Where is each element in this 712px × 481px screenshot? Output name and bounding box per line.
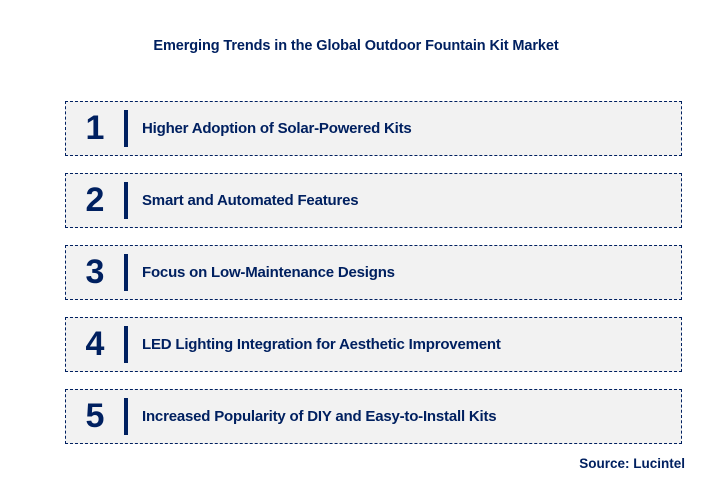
trend-label: Smart and Automated Features [142,192,359,209]
vertical-divider-bar [124,326,128,363]
trend-label: Increased Popularity of DIY and Easy-to-… [142,408,497,425]
trend-number: 3 [85,252,105,291]
vertical-divider-bar [124,254,128,291]
page-title: Emerging Trends in the Global Outdoor Fo… [153,38,559,54]
trend-row-4: 4 LED Lighting Integration for Aesthetic… [65,317,682,372]
vertical-divider-bar [124,182,128,219]
trend-number: 5 [85,396,105,435]
trend-label: Focus on Low-Maintenance Designs [142,264,395,281]
trend-row-5: 5 Increased Popularity of DIY and Easy-t… [65,389,682,444]
trend-number: 1 [85,108,105,147]
source-credit: Source: Lucintel [579,456,685,471]
trend-number: 4 [85,324,105,363]
trend-label: LED Lighting Integration for Aesthetic I… [142,336,501,353]
vertical-divider-bar [124,398,128,435]
trend-row-1: 1 Higher Adoption of Solar-Powered Kits [65,101,682,156]
trend-number: 2 [85,180,105,219]
trend-list: 1 Higher Adoption of Solar-Powered Kits … [65,101,682,461]
trend-label: Higher Adoption of Solar-Powered Kits [142,120,412,137]
trend-row-3: 3 Focus on Low-Maintenance Designs [65,245,682,300]
vertical-divider-bar [124,110,128,147]
trend-row-2: 2 Smart and Automated Features [65,173,682,228]
